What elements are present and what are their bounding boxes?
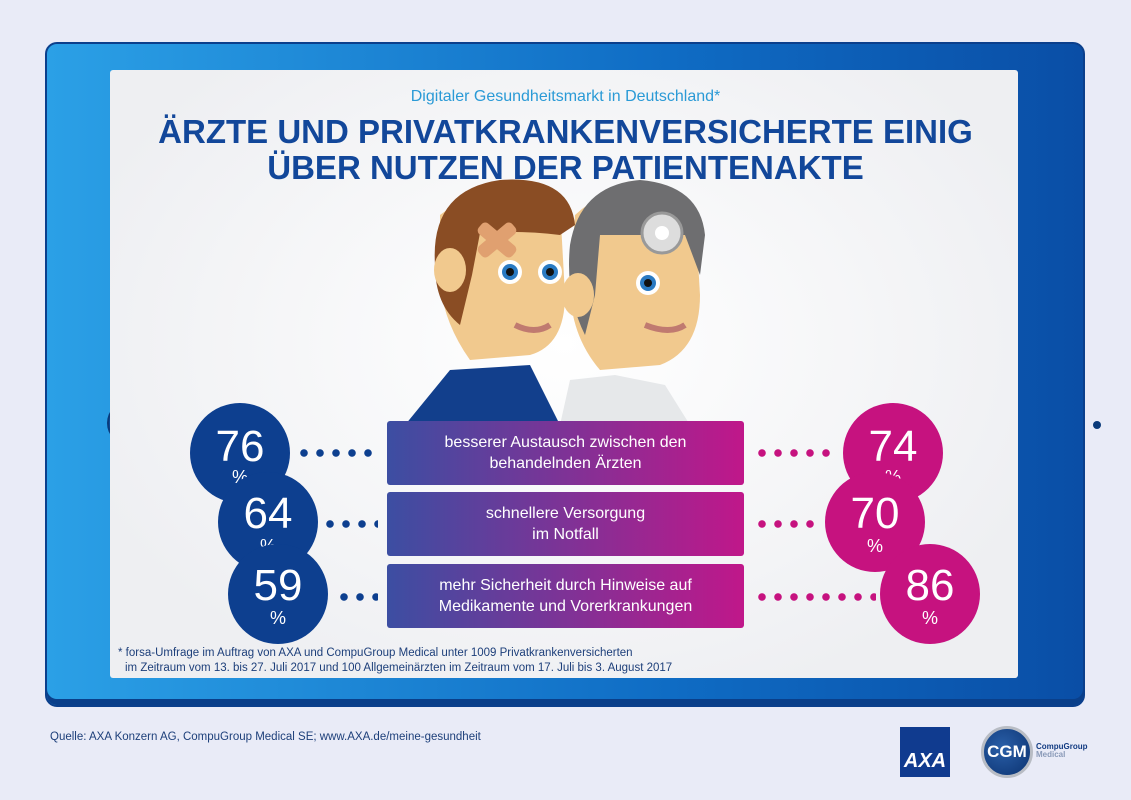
doctor-figure	[560, 180, 705, 425]
percent-sign: %	[866, 536, 883, 556]
percent-sign: %	[269, 608, 286, 628]
source-text: Quelle: AXA Konzern AG, CompuGroup Medic…	[50, 731, 481, 743]
dotted-connector	[754, 449, 836, 457]
axa-logo: AXA	[900, 727, 950, 777]
right-value: 86	[905, 561, 955, 610]
cgm-logo-name: CompuGroup Medical	[1036, 743, 1088, 759]
footnote-line-1: * forsa-Umfrage im Auftrag von AXA und C…	[118, 647, 633, 659]
axa-logo-text: AXA	[903, 750, 947, 772]
dotted-connector	[322, 520, 378, 528]
benefit-label: besserer Austausch zwischen den behandel…	[444, 434, 687, 472]
title-line-2: ÜBER NUTZEN DER PATIENTENAKTE	[267, 149, 864, 186]
right-percentage-circle: 86%	[880, 544, 980, 644]
footnote: * forsa-Umfrage im Auftrag von AXA und C…	[118, 646, 672, 676]
benefit-label-box: schnellere Versorgung im Notfall	[387, 492, 744, 556]
benefit-label: schnellere Versorgung im Notfall	[485, 505, 646, 543]
dotted-connector	[754, 520, 820, 528]
camera-icon	[1093, 421, 1101, 429]
left-value: 76	[215, 422, 265, 471]
patient-figure	[405, 179, 575, 425]
percent-sign: %	[921, 608, 938, 628]
left-value: 59	[253, 561, 303, 610]
illustration-patient-and-doctor	[405, 179, 705, 425]
dotted-connector	[754, 593, 876, 601]
dotted-connector	[296, 449, 378, 457]
title-line-1: ÄRZTE UND PRIVATKRANKENVERSICHERTE EINIG	[158, 113, 973, 150]
right-value: 74	[868, 422, 918, 471]
right-value: 70	[850, 489, 900, 538]
benefit-label-box: mehr Sicherheit durch Hinweise auf Medik…	[387, 564, 744, 628]
cgm-logo-text: CGM	[987, 742, 1027, 761]
page-title: ÄRZTE UND PRIVATKRANKENVERSICHERTE EINIG…	[0, 114, 1131, 186]
benefit-label-box: besserer Austausch zwischen den behandel…	[387, 421, 744, 485]
left-value: 64	[243, 489, 293, 538]
subtitle: Digitaler Gesundheitsmarkt in Deutschlan…	[410, 88, 721, 105]
cgm-name-2: Medical	[1036, 750, 1066, 759]
left-percentage-circle: 59%	[228, 544, 328, 644]
benefit-label: mehr Sicherheit durch Hinweise auf Medik…	[438, 577, 693, 615]
cgm-name-1: CompuGroup	[1036, 742, 1088, 751]
dotted-connector	[336, 593, 378, 601]
footnote-line-2: im Zeitraum vom 13. bis 27. Juli 2017 un…	[125, 662, 673, 674]
cgm-logo: CGM	[981, 726, 1033, 778]
